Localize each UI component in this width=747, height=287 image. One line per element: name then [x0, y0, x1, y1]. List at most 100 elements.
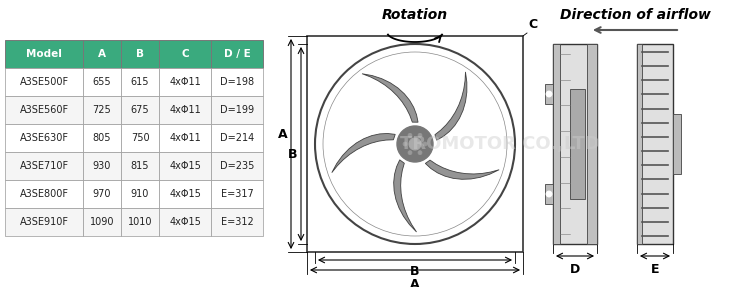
FancyBboxPatch shape [587, 44, 597, 244]
FancyBboxPatch shape [83, 68, 121, 96]
Text: D=235: D=235 [220, 161, 254, 171]
Text: E=317: E=317 [220, 189, 253, 199]
Circle shape [546, 91, 552, 97]
Text: 1010: 1010 [128, 217, 152, 227]
FancyBboxPatch shape [159, 68, 211, 96]
Text: D / E: D / E [223, 49, 250, 59]
FancyBboxPatch shape [5, 180, 83, 208]
Text: 4xΦ11: 4xΦ11 [169, 77, 201, 87]
Text: 1090: 1090 [90, 217, 114, 227]
Text: A3SE500F: A3SE500F [19, 77, 69, 87]
FancyBboxPatch shape [83, 208, 121, 236]
Text: E=312: E=312 [220, 217, 253, 227]
FancyBboxPatch shape [121, 180, 159, 208]
FancyBboxPatch shape [211, 96, 263, 124]
FancyBboxPatch shape [121, 208, 159, 236]
Circle shape [506, 235, 516, 245]
FancyBboxPatch shape [159, 180, 211, 208]
Text: 675: 675 [131, 105, 149, 115]
Text: A: A [278, 127, 288, 141]
Circle shape [418, 133, 422, 137]
FancyBboxPatch shape [121, 68, 159, 96]
FancyBboxPatch shape [570, 89, 585, 199]
Text: C: C [528, 18, 537, 31]
Text: E: E [651, 263, 660, 276]
Circle shape [546, 191, 552, 197]
Text: 910: 910 [131, 189, 149, 199]
Circle shape [403, 142, 407, 146]
FancyBboxPatch shape [121, 40, 159, 68]
FancyBboxPatch shape [211, 208, 263, 236]
Text: 4xΦ11: 4xΦ11 [169, 133, 201, 143]
Text: D=199: D=199 [220, 105, 254, 115]
Text: B: B [288, 148, 298, 160]
Circle shape [408, 151, 412, 155]
Text: D=214: D=214 [220, 133, 254, 143]
Circle shape [314, 43, 324, 53]
Text: A: A [98, 49, 106, 59]
Text: Rotation: Rotation [382, 8, 448, 22]
Text: C: C [182, 49, 189, 59]
FancyBboxPatch shape [307, 36, 523, 252]
FancyBboxPatch shape [159, 152, 211, 180]
FancyBboxPatch shape [5, 124, 83, 152]
Text: A3SE910F: A3SE910F [19, 217, 69, 227]
FancyBboxPatch shape [553, 44, 597, 244]
Text: B: B [136, 49, 144, 59]
FancyBboxPatch shape [121, 124, 159, 152]
FancyBboxPatch shape [83, 180, 121, 208]
FancyBboxPatch shape [637, 44, 642, 244]
Polygon shape [425, 160, 499, 179]
Text: 4xΦ15: 4xΦ15 [169, 217, 201, 227]
Text: A3SE710F: A3SE710F [19, 161, 69, 171]
FancyBboxPatch shape [5, 96, 83, 124]
Text: Direction of airflow: Direction of airflow [560, 8, 710, 22]
FancyBboxPatch shape [83, 152, 121, 180]
Circle shape [418, 151, 422, 155]
Text: 4xΦ15: 4xΦ15 [169, 189, 201, 199]
FancyBboxPatch shape [545, 84, 553, 104]
FancyBboxPatch shape [83, 124, 121, 152]
Text: 815: 815 [131, 161, 149, 171]
Text: D: D [570, 263, 580, 276]
FancyBboxPatch shape [545, 184, 553, 204]
FancyBboxPatch shape [553, 44, 560, 244]
Text: 725: 725 [93, 105, 111, 115]
Text: 805: 805 [93, 133, 111, 143]
Text: 930: 930 [93, 161, 111, 171]
Text: 655: 655 [93, 77, 111, 87]
Text: 4xΦ15: 4xΦ15 [169, 161, 201, 171]
Text: D=198: D=198 [220, 77, 254, 87]
FancyBboxPatch shape [121, 152, 159, 180]
FancyBboxPatch shape [211, 124, 263, 152]
Circle shape [423, 142, 427, 146]
FancyBboxPatch shape [5, 152, 83, 180]
FancyBboxPatch shape [5, 68, 83, 96]
Circle shape [314, 235, 324, 245]
FancyBboxPatch shape [637, 44, 673, 244]
FancyBboxPatch shape [5, 40, 83, 68]
FancyBboxPatch shape [211, 68, 263, 96]
Text: A3SE560F: A3SE560F [19, 105, 69, 115]
FancyBboxPatch shape [83, 96, 121, 124]
Text: A: A [410, 278, 420, 287]
Text: Model: Model [26, 49, 62, 59]
Text: B: B [410, 265, 420, 278]
Text: A3SE800F: A3SE800F [19, 189, 69, 199]
Polygon shape [332, 133, 395, 173]
Polygon shape [435, 72, 467, 140]
FancyBboxPatch shape [159, 124, 211, 152]
FancyBboxPatch shape [211, 152, 263, 180]
FancyBboxPatch shape [159, 208, 211, 236]
FancyBboxPatch shape [211, 180, 263, 208]
Polygon shape [394, 160, 417, 232]
FancyBboxPatch shape [159, 96, 211, 124]
FancyBboxPatch shape [121, 96, 159, 124]
FancyBboxPatch shape [211, 40, 263, 68]
Circle shape [506, 43, 516, 53]
FancyBboxPatch shape [673, 114, 681, 174]
Text: A3SE630F: A3SE630F [19, 133, 69, 143]
Text: TROMOTOR CO.,LTD: TROMOTOR CO.,LTD [400, 135, 600, 153]
FancyBboxPatch shape [5, 208, 83, 236]
Text: 970: 970 [93, 189, 111, 199]
